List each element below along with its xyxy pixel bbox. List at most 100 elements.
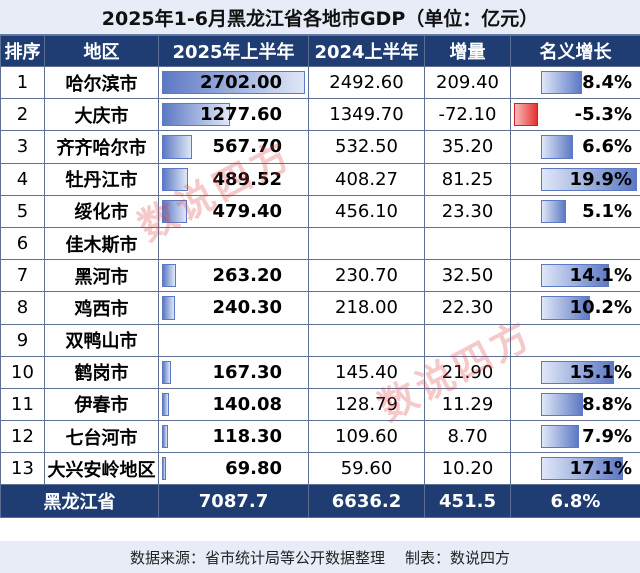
cell-rank: 13: [0, 452, 45, 486]
cell-rank: 7: [0, 259, 45, 293]
cell-delta: 81.25: [424, 162, 511, 196]
cell-h1-2025: 263.20: [158, 259, 309, 293]
cell-growth: 17.1%: [510, 452, 640, 486]
cell-h1-2025: 118.30: [158, 420, 309, 454]
cell-h1-2025: 167.30: [158, 355, 309, 389]
cell-h1-2024: 59.60: [308, 452, 425, 486]
cell-h1-2025: 1277.60: [158, 98, 309, 132]
h1-2025-value: 489.52: [212, 168, 282, 190]
value-bar: [162, 264, 176, 288]
cell-growth: 7.9%: [510, 420, 640, 454]
cell-delta: 11.29: [424, 387, 511, 422]
cell-rank: 3: [0, 130, 45, 164]
cell-growth: 19.9%: [510, 162, 640, 196]
table-row: 10 鹤岗市 167.30 145.40 21.90 15.1%: [0, 355, 640, 389]
h1-2025-value: 479.40: [212, 200, 282, 222]
total-delta: 451.5: [424, 484, 511, 519]
header-rank: 排序: [0, 35, 45, 67]
cell-growth: 5.1%: [510, 194, 640, 228]
cell-region: 鹤岗市: [44, 355, 159, 389]
cell-h1-2025: 240.30: [158, 291, 309, 325]
cell-region: 齐齐哈尔市: [44, 130, 159, 164]
cell-h1-2025: 489.52: [158, 162, 309, 196]
growth-value: 10.2%: [569, 297, 632, 319]
cell-delta: 23.30: [424, 194, 511, 228]
cell-growth: [510, 226, 640, 261]
h1-2025-value: 140.08: [212, 393, 282, 415]
cell-rank: 4: [0, 162, 45, 196]
header-h1-2024: 2024上半年: [308, 35, 425, 67]
cell-h1-2025: 479.40: [158, 194, 309, 228]
growth-value: 7.9%: [582, 426, 632, 448]
cell-delta: 8.70: [424, 420, 511, 454]
table-row: 11 伊春市 140.08 128.79 11.29 8.8%: [0, 387, 640, 422]
header-region: 地区: [44, 35, 159, 67]
header-row: 排序 地区 2025年上半年 2024上半年 增量 名义增长: [0, 35, 640, 67]
growth-bar: [541, 264, 610, 288]
h1-2025-value: 567.70: [212, 136, 282, 158]
cell-h1-2024: 230.70: [308, 259, 425, 293]
value-bar: [162, 199, 188, 223]
cell-h1-2024: 145.40: [308, 355, 425, 389]
value-bar: [162, 425, 169, 449]
cell-rank: 11: [0, 387, 45, 422]
cell-delta: 22.30: [424, 291, 511, 325]
cell-h1-2024: 1349.70: [308, 98, 425, 132]
value-bar: [162, 360, 171, 384]
cell-region: 鸡西市: [44, 291, 159, 325]
growth-value: 14.1%: [569, 265, 632, 287]
cell-h1-2024: 109.60: [308, 420, 425, 454]
cell-growth: [510, 323, 640, 357]
total-h1-2025: 7087.7: [158, 484, 309, 519]
cell-delta: 32.50: [424, 259, 511, 293]
cell-h1-2024: 532.50: [308, 130, 425, 164]
table-row: 1 哈尔滨市 2702.00 2492.60 209.40 8.4%: [0, 65, 640, 100]
growth-value: 19.9%: [569, 168, 632, 190]
value-bar: [162, 392, 170, 417]
table-row: 13 大兴安岭地区 69.80 59.60 10.20 17.1%: [0, 452, 640, 486]
cell-h1-2025: [158, 226, 309, 261]
growth-value: -5.3%: [574, 104, 632, 126]
table-row: 2 大庆市 1277.60 1349.70 -72.10 -5.3%: [0, 98, 640, 132]
table-row: 12 七台河市 118.30 109.60 8.70 7.9%: [0, 420, 640, 454]
value-bar: [162, 296, 175, 320]
cell-rank: 5: [0, 194, 45, 228]
value-bar: [162, 167, 188, 191]
cell-rank: 12: [0, 420, 45, 454]
growth-bar: [541, 425, 580, 449]
growth-value: 8.8%: [582, 393, 632, 415]
cell-growth: 8.8%: [510, 387, 640, 422]
h1-2025-value: 118.30: [212, 426, 282, 448]
growth-value: 5.1%: [582, 200, 632, 222]
cell-h1-2024: 2492.60: [308, 65, 425, 100]
growth-bar: [541, 71, 582, 95]
footer: 数据来源：省市统计局等公开数据整理 制表：数说四方: [0, 541, 640, 573]
header-h1-2025: 2025年上半年: [158, 35, 309, 67]
cell-h1-2024: 408.27: [308, 162, 425, 196]
h1-2025-value: 1277.60: [200, 104, 282, 126]
cell-delta: [424, 323, 511, 357]
table-row: 4 牡丹江市 489.52 408.27 81.25 19.9%: [0, 162, 640, 196]
gdp-table: 排序 地区 2025年上半年 2024上半年 增量 名义增长 1 哈尔滨市 2702…: [0, 35, 640, 519]
cell-delta: 209.40: [424, 65, 511, 100]
cell-delta: -72.10: [424, 98, 511, 132]
footer-maker: 制表：数说四方: [405, 548, 511, 567]
table-row: 8 鸡西市 240.30 218.00 22.30 10.2%: [0, 291, 640, 325]
cell-h1-2025: 2702.00: [158, 65, 309, 100]
footer-source: 数据来源：省市统计局等公开数据整理: [129, 548, 385, 567]
total-label: 黑龙江省: [0, 484, 159, 519]
h1-2025-value: 2702.00: [200, 72, 282, 94]
cell-h1-2024: 218.00: [308, 291, 425, 325]
table-row: 7 黑河市 263.20 230.70 32.50 14.1%: [0, 259, 640, 293]
cell-h1-2024: 456.10: [308, 194, 425, 228]
growth-bar: [541, 457, 624, 481]
h1-2025-value: 167.30: [212, 361, 282, 383]
h1-2025-value: 263.20: [212, 265, 282, 287]
cell-h1-2024: 128.79: [308, 387, 425, 422]
growth-bar: [541, 199, 566, 223]
table-title: 2025年1-6月黑龙江省各地市GDP（单位：亿元）: [0, 0, 640, 35]
cell-region: 双鸭山市: [44, 323, 159, 357]
cell-rank: 6: [0, 226, 45, 261]
table-row: 5 绥化市 479.40 456.10 23.30 5.1%: [0, 194, 640, 228]
cell-region: 大兴安岭地区: [44, 452, 159, 486]
